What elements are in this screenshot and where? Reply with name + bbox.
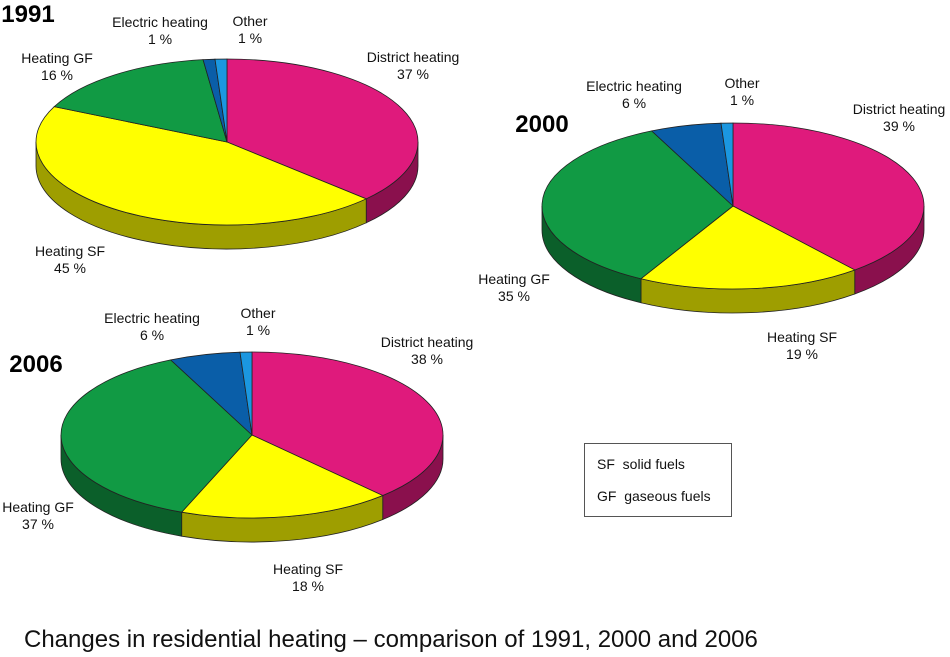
pie-2000-slice-heating-sf: [640, 205, 856, 290]
pie-2000-label-other: Other: [724, 75, 759, 91]
figure-caption: Changes in residential heating – compari…: [24, 626, 758, 653]
pie-2006-label-district-heating: District heating: [381, 334, 474, 350]
pie-1991-label-electric-heating: Electric heating: [112, 14, 208, 30]
pie-2000-value-heating-gf: 35 %: [498, 288, 530, 304]
abbreviation-legend: SF solid fuels GF gaseous fuels: [584, 443, 732, 517]
pie-2000-label-district-heating: District heating: [853, 101, 946, 117]
legend-gf-entry: GF gaseous fuels: [597, 488, 711, 504]
pie-2000-value-heating-sf: 19 %: [786, 346, 818, 362]
pie-1991-value-district-heating: 37 %: [397, 66, 429, 82]
legend-sf-entry: SF solid fuels: [597, 456, 685, 472]
pie-2006-value-heating-gf: 37 %: [22, 516, 54, 532]
pie-1991-slice-district-heating: [226, 58, 419, 200]
pie-2000-value-other: 1 %: [730, 92, 754, 108]
pie-1991-label-heating-sf: Heating SF: [35, 243, 105, 259]
pie-2006-slice-district-heating: [251, 351, 444, 496]
pie-2006-value-electric-heating: 6 %: [140, 327, 164, 343]
pie-1991-value-other: 1 %: [238, 30, 262, 46]
pie-2000-value-electric-heating: 6 %: [622, 95, 646, 111]
pie-2006-slice-heating-gf: [60, 359, 253, 513]
pie-1991-label-district-heating: District heating: [367, 49, 460, 65]
pie-1991-label-other: Other: [232, 13, 267, 29]
pie-2000-slice-other: [720, 122, 734, 207]
pie-2006-label-other: Other: [240, 305, 275, 321]
pie-1991-slice-other: [214, 58, 228, 143]
pie-2006-label-heating-sf: Heating SF: [273, 561, 343, 577]
pie-2000-label-electric-heating: Electric heating: [586, 78, 682, 94]
pie-2006-label-heating-gf: Heating GF: [2, 499, 74, 515]
pie-1991-slice-heating-sf: [35, 106, 368, 226]
pie-1991-label-heating-gf: Heating GF: [21, 50, 93, 66]
pie-2000-label-heating-gf: Heating GF: [478, 271, 550, 287]
pie-2000-value-district-heating: 39 %: [883, 118, 915, 134]
pie-2006-label-electric-heating: Electric heating: [104, 310, 200, 326]
pie-2000-slice-heating-gf: [541, 130, 734, 280]
pie-2000-slice-district-heating: [732, 122, 925, 271]
pie-2000-title: 2000: [515, 111, 568, 138]
pie-1991-value-electric-heating: 1 %: [148, 31, 172, 47]
pie-1991-slice-heating-gf: [53, 59, 228, 143]
pie-2006-title: 2006: [9, 351, 62, 378]
pie-1991-title: 1991: [1, 1, 54, 28]
pie-2006-value-heating-sf: 18 %: [292, 578, 324, 594]
pie-2000-label-heating-sf: Heating SF: [767, 329, 837, 345]
pie-2006-value-other: 1 %: [246, 322, 270, 338]
pie-1991-value-heating-sf: 45 %: [54, 260, 86, 276]
pie-2006-slice-heating-sf: [180, 434, 384, 519]
pie-2006-value-district-heating: 38 %: [411, 351, 443, 367]
pie-1991-value-heating-gf: 16 %: [41, 67, 73, 83]
pie-2006-slice-other: [239, 351, 253, 436]
